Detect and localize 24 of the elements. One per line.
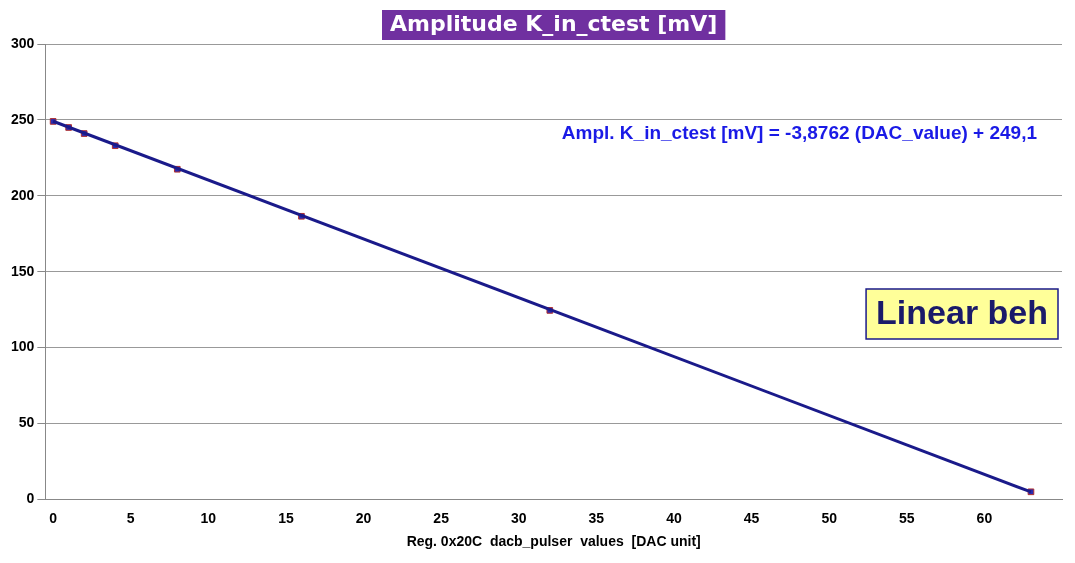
x-tick-label: 50: [821, 509, 838, 526]
y-tick-label: 300: [11, 34, 35, 51]
x-tick-label: 55: [899, 509, 915, 526]
x-tick-label: 0: [49, 509, 58, 526]
y-tick-label: 0: [26, 490, 35, 507]
x-tick-label: 60: [976, 509, 993, 526]
x-tick-label: 20: [355, 509, 372, 526]
y-tick-label: 250: [11, 110, 35, 127]
x-tick-label: 30: [510, 509, 527, 526]
x-tick-label: 40: [666, 509, 682, 526]
y-tick-label: 200: [11, 186, 35, 203]
y-tick-label: 100: [11, 338, 35, 355]
annotation: Linear beh: [876, 293, 1049, 332]
x-tick-label: 35: [588, 509, 605, 526]
chart-title: Amplitude K_in_ctest [mV]: [390, 10, 718, 36]
x-tick-label: 45: [743, 509, 760, 526]
annotation: Ampl. K_in_ctest [mV] = -3,8762 (DAC_value) + 249,1: [561, 122, 1038, 144]
y-tick-label: 50: [18, 414, 35, 431]
y-tick-label: 150: [11, 262, 35, 279]
x-tick-label: 10: [200, 509, 217, 526]
x-tick-label: 25: [433, 509, 450, 526]
x-tick-label: 15: [278, 509, 294, 526]
x-axis-title: Reg. 0x20C dacb_pulser values [DAC unit]: [406, 533, 701, 550]
x-tick-label: 5: [126, 509, 135, 526]
